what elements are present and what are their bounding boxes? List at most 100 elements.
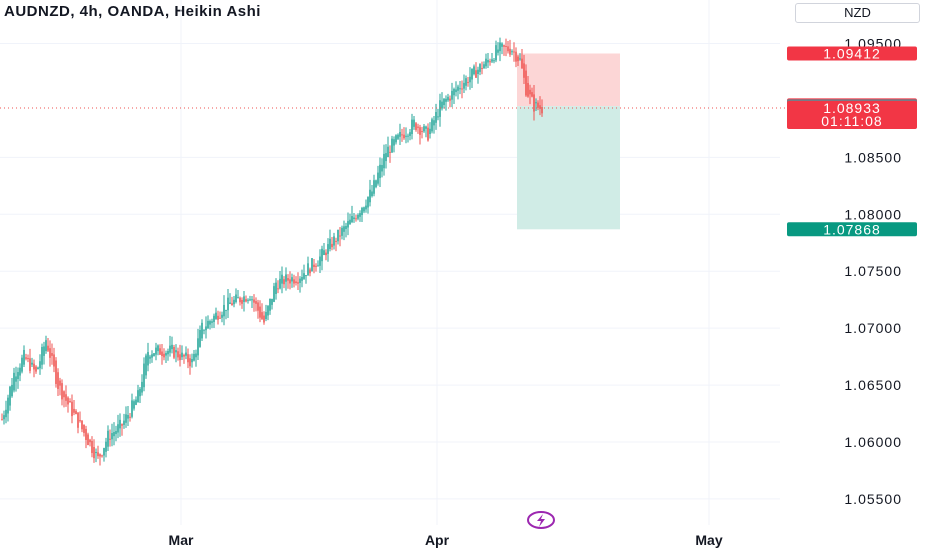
candle-body	[223, 304, 225, 317]
candle-body	[367, 197, 369, 208]
candle-body	[485, 58, 487, 67]
candle-body	[173, 346, 175, 358]
candle-body	[531, 92, 533, 97]
candle-body	[389, 151, 391, 153]
candle-body	[291, 277, 293, 282]
candle-body	[257, 302, 259, 311]
candle-body	[63, 391, 65, 398]
candle-body	[23, 349, 25, 365]
candle-body	[71, 401, 73, 417]
candle-body	[277, 288, 279, 290]
candle-body	[167, 351, 169, 355]
candle-body	[361, 207, 363, 215]
candle-body	[53, 354, 55, 367]
candle-body	[415, 123, 417, 130]
candle-body	[123, 420, 125, 425]
candle-body	[443, 98, 445, 106]
brand-badge[interactable]	[527, 511, 555, 529]
candle-body	[281, 274, 283, 284]
candle-body	[195, 353, 197, 358]
candle-body	[445, 98, 447, 102]
candle-body	[397, 134, 399, 139]
price-label: 1.09412	[787, 46, 917, 62]
candle-body	[475, 70, 477, 78]
candle-body	[267, 306, 269, 316]
candle-body	[287, 278, 289, 281]
candle-body	[1, 419, 3, 421]
candle-body	[101, 455, 103, 457]
y-tick-label: 1.07000	[844, 320, 902, 336]
candle-body	[507, 46, 509, 52]
price-label-text: 1.07868	[823, 221, 881, 237]
candle-body	[155, 347, 157, 355]
candle-body	[37, 367, 39, 370]
candle-body	[139, 388, 141, 397]
candle-body	[159, 348, 161, 355]
candle-body	[483, 64, 485, 69]
price-label: 1.07868	[787, 221, 917, 237]
candle-body	[5, 409, 7, 418]
candle-body	[509, 48, 511, 55]
candle-body	[149, 356, 151, 359]
candle-body	[39, 361, 41, 369]
candle-body	[459, 88, 461, 90]
candle-body	[99, 454, 101, 457]
candle-body	[93, 447, 95, 459]
candle-body	[525, 70, 527, 96]
candle-body	[309, 269, 311, 274]
currency-selector[interactable]: NZD	[795, 3, 920, 23]
candle-body	[433, 120, 435, 126]
candle-body	[495, 45, 497, 61]
candle-body	[215, 312, 217, 319]
candle-body	[471, 68, 473, 80]
candle-body	[133, 401, 135, 409]
candle-body	[27, 358, 29, 360]
candle-body	[117, 424, 119, 433]
candle-body	[387, 146, 389, 158]
candle-body	[109, 438, 111, 440]
candle-body	[363, 207, 365, 212]
candle-body	[527, 83, 529, 97]
candle-body	[105, 441, 107, 452]
chart-title: AUDNZD, 4h, OANDA, Heikin Ashi	[4, 3, 261, 20]
candle-body	[383, 153, 385, 169]
candle-body	[253, 299, 255, 303]
candle-body	[111, 433, 113, 440]
candle-body	[375, 180, 377, 187]
candle-body	[395, 135, 397, 143]
candle-body	[9, 386, 11, 406]
candle-body	[237, 297, 239, 299]
candle-body	[119, 419, 121, 429]
candle-body	[435, 112, 437, 123]
candle-body	[11, 384, 13, 397]
candle-body	[17, 372, 19, 380]
candle-body	[177, 351, 179, 358]
candle-body	[431, 119, 433, 132]
candle-body	[463, 82, 465, 89]
candle-body	[327, 244, 329, 254]
candle-body	[307, 263, 309, 276]
candle-body	[25, 357, 27, 359]
candle-body	[359, 213, 361, 217]
candle-body	[45, 340, 47, 352]
candle-body	[401, 134, 403, 136]
candle-body	[153, 353, 155, 356]
candle-body	[67, 397, 69, 405]
countdown-text: 01:11:08	[821, 113, 882, 129]
candle-body	[357, 214, 359, 219]
candle-body	[85, 428, 87, 440]
candle-body	[429, 128, 431, 135]
candle-body	[399, 131, 401, 137]
candle-body	[451, 90, 453, 100]
lightning-icon[interactable]	[527, 511, 555, 529]
candle-body	[129, 416, 131, 418]
candle-body	[137, 390, 139, 403]
candle-body	[529, 89, 531, 95]
candle-body	[107, 430, 109, 447]
candle-body	[199, 329, 201, 347]
candle-body	[355, 218, 357, 220]
candle-body	[211, 321, 213, 323]
candle-body	[299, 278, 301, 283]
